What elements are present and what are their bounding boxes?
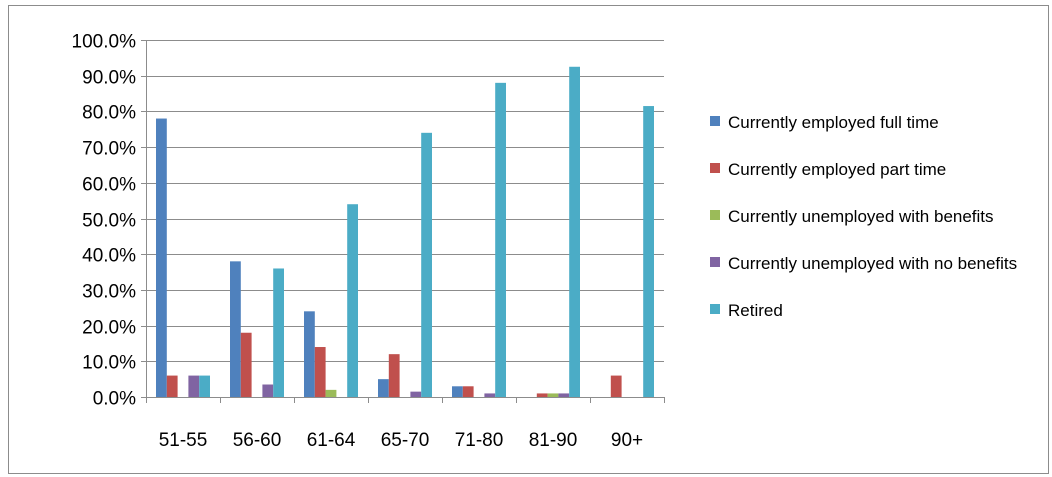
bar bbox=[484, 393, 496, 397]
bar bbox=[378, 379, 389, 397]
x-tick-label: 65-70 bbox=[381, 430, 430, 451]
y-tick-label: 50.0% bbox=[82, 211, 136, 232]
y-tick-label: 20.0% bbox=[82, 318, 136, 339]
bar bbox=[347, 204, 358, 397]
bar bbox=[304, 311, 315, 397]
x-tick-label: 51-55 bbox=[159, 430, 208, 451]
legend: Currently employed full time Currently em… bbox=[710, 113, 1017, 320]
y-tick-label: 80.0% bbox=[82, 103, 136, 124]
bars bbox=[156, 66, 654, 398]
bar bbox=[166, 375, 178, 397]
y-tick-label: 60.0% bbox=[82, 175, 136, 196]
bar bbox=[643, 106, 654, 398]
x-tick-label: 61-64 bbox=[307, 430, 356, 451]
legend-swatch bbox=[710, 163, 720, 173]
legend-label: Retired bbox=[728, 301, 783, 320]
x-tick-labels: 51-55 56-60 61-64 65-70 71-80 81-90 90+ bbox=[159, 430, 643, 451]
bar bbox=[495, 82, 506, 397]
axes bbox=[141, 40, 665, 403]
y-tick-label: 0.0% bbox=[93, 389, 136, 410]
bar bbox=[462, 386, 474, 397]
bar bbox=[156, 118, 167, 397]
y-tick-label: 90.0% bbox=[82, 68, 136, 89]
legend-swatch bbox=[710, 116, 720, 126]
x-tick-label: 81-90 bbox=[529, 430, 578, 451]
chart-border bbox=[8, 5, 1049, 474]
x-tick-label: 56-60 bbox=[233, 430, 282, 451]
bar bbox=[547, 393, 559, 397]
legend-swatch bbox=[710, 304, 720, 314]
bar bbox=[410, 391, 422, 397]
y-tick-label: 70.0% bbox=[82, 139, 136, 160]
legend-label: Currently unemployed with benefits bbox=[728, 207, 994, 226]
bar bbox=[536, 393, 548, 397]
bar bbox=[273, 268, 284, 397]
bar bbox=[199, 375, 210, 397]
legend-label: Currently unemployed with no benefits bbox=[728, 254, 1017, 273]
y-tick-label: 10.0% bbox=[82, 353, 136, 374]
y-tick-label: 100.0% bbox=[72, 32, 137, 53]
bar bbox=[388, 354, 400, 397]
bar bbox=[610, 375, 622, 397]
legend-label: Currently employed part time bbox=[728, 160, 946, 179]
bar bbox=[230, 261, 241, 397]
x-tick-label: 90+ bbox=[611, 430, 643, 451]
bar bbox=[421, 132, 432, 397]
y-tick-label: 40.0% bbox=[82, 246, 136, 267]
bar bbox=[240, 332, 252, 397]
bar bbox=[558, 393, 570, 397]
bar bbox=[314, 347, 326, 397]
bar bbox=[325, 389, 337, 397]
legend-swatch bbox=[710, 210, 720, 220]
bar bbox=[262, 384, 274, 397]
y-tick-label: 30.0% bbox=[82, 282, 136, 303]
x-tick-label: 71-80 bbox=[455, 430, 504, 451]
legend-label: Currently employed full time bbox=[728, 113, 939, 132]
bar bbox=[188, 375, 200, 397]
bar bbox=[452, 386, 463, 397]
y-tick-labels: 0.0% 10.0% 20.0% 30.0% 40.0% 50.0% 60.0% 70.0% 8… bbox=[72, 32, 137, 410]
bar bbox=[569, 66, 580, 398]
legend-swatch bbox=[710, 257, 720, 267]
